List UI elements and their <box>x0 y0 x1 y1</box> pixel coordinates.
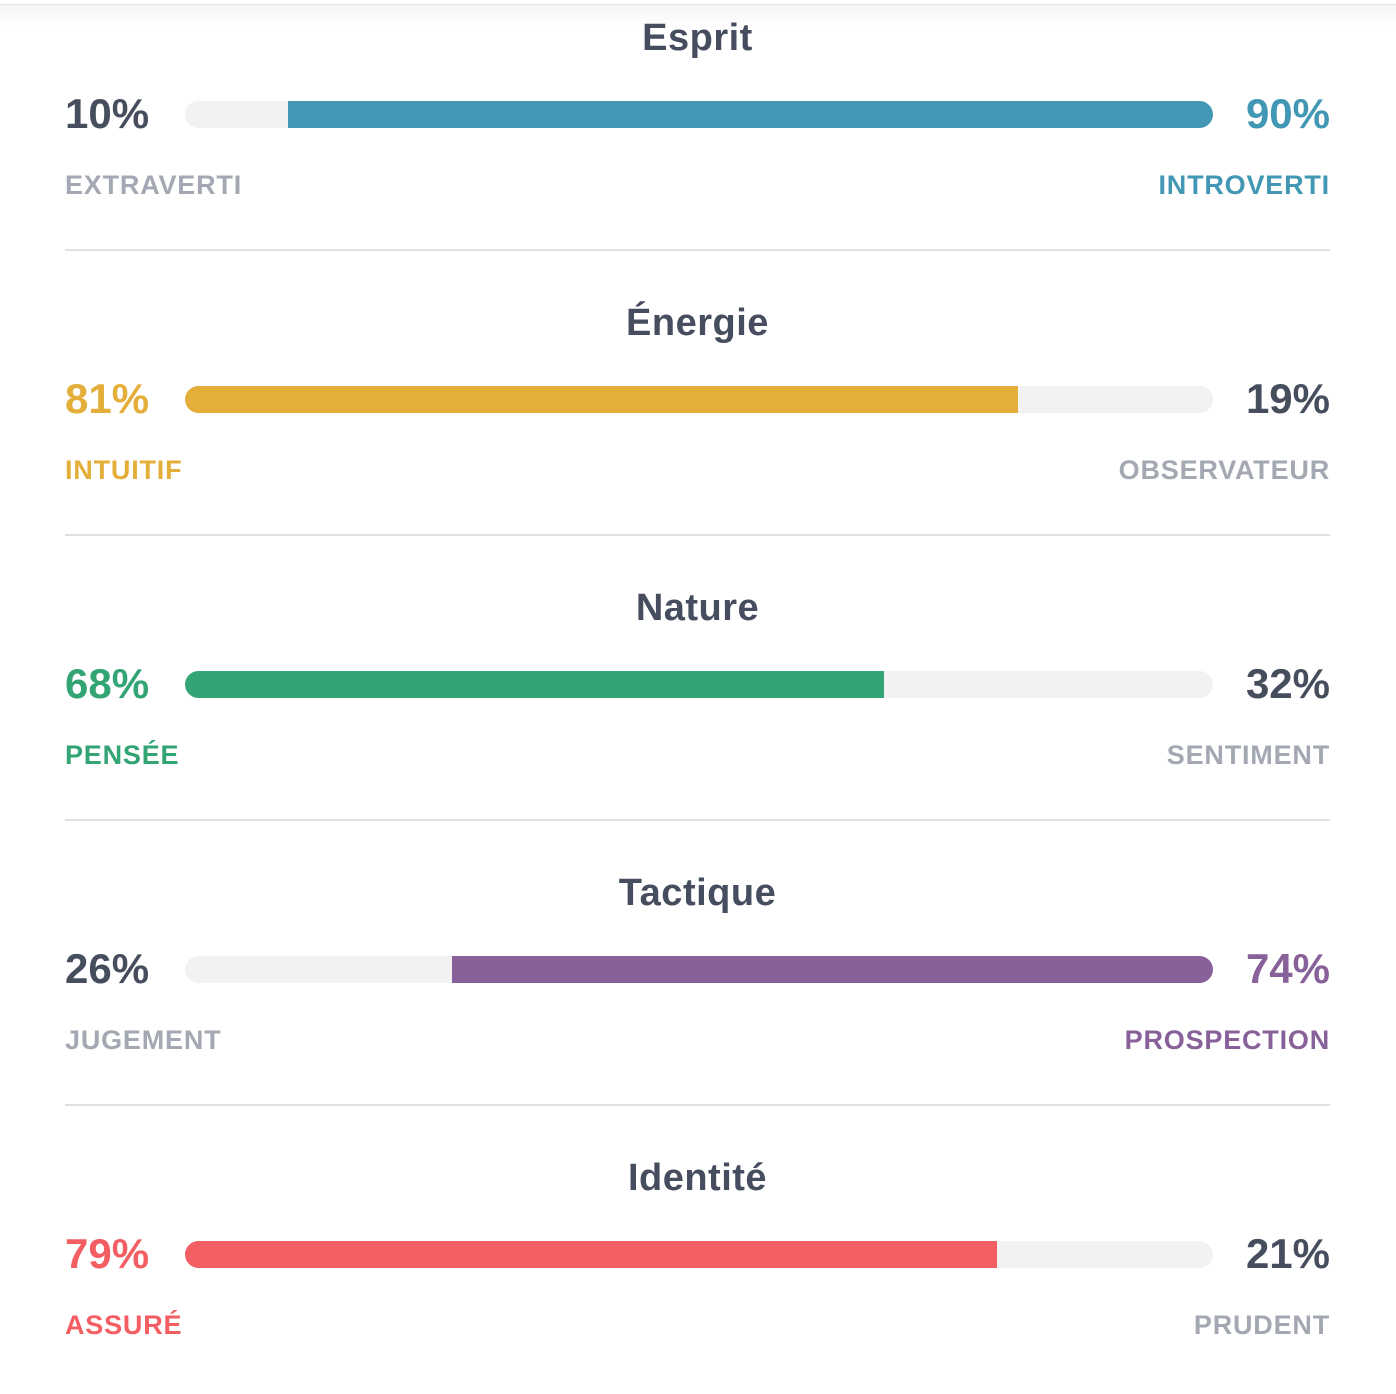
trait-bar-row: 26% 74% <box>65 945 1330 992</box>
section-divider <box>65 534 1330 536</box>
section-divider <box>65 819 1330 821</box>
trait-title: Tactique <box>618 872 777 914</box>
trait-bar-row: 81% 19% <box>65 375 1330 422</box>
right-percent-value: 21% <box>1245 1230 1330 1277</box>
trait-title: Nature <box>635 587 760 629</box>
left-percent-value: 10% <box>65 90 150 137</box>
right-trait-label: OBSERVATEUR <box>1118 455 1330 485</box>
trait-title: Énergie <box>626 302 769 344</box>
right-trait-label: SENTIMENT <box>1166 740 1330 770</box>
right-percent-value: 19% <box>1245 375 1330 422</box>
right-percent-value: 74% <box>1245 945 1330 992</box>
left-percent-value: 68% <box>65 660 150 707</box>
right-trait-label: PRUDENT <box>1193 1310 1330 1340</box>
trait-section-identite: Identité 79% 21% ASSURÉ PRUDENT <box>65 1106 1330 1340</box>
left-trait-label: JUGEMENT <box>65 1025 222 1055</box>
left-percent-value: 79% <box>65 1230 150 1277</box>
personality-traits-panel: Esprit 10% 90% EXTRAVERTI INTROVERTI Éne… <box>65 0 1330 1340</box>
trait-bar-fill <box>185 670 885 698</box>
trait-title: Identité <box>627 1157 768 1199</box>
left-trait-label: ASSURÉ <box>65 1310 183 1340</box>
trait-bar-track <box>185 955 1213 983</box>
trait-labels-row: PENSÉE SENTIMENT <box>65 740 1330 770</box>
right-trait-label: PROSPECTION <box>1124 1025 1330 1055</box>
trait-section-nature: Nature 68% 32% PENSÉE SENTIMENT <box>65 536 1330 821</box>
section-divider <box>65 249 1330 251</box>
trait-section-tactique: Tactique 26% 74% JUGEMENT PROSPECTION <box>65 821 1330 1106</box>
right-percent-value: 32% <box>1245 660 1330 707</box>
left-trait-label: PENSÉE <box>65 740 180 770</box>
trait-labels-row: INTUITIF OBSERVATEUR <box>65 455 1330 485</box>
left-percent-value: 26% <box>65 945 150 992</box>
trait-labels-row: ASSURÉ PRUDENT <box>65 1310 1330 1340</box>
trait-bar-fill <box>185 1240 998 1268</box>
trait-bar-row: 10% 90% <box>65 90 1330 137</box>
trait-labels-row: JUGEMENT PROSPECTION <box>65 1025 1330 1055</box>
trait-bar-track <box>185 670 1213 698</box>
trait-bar-track <box>185 385 1213 413</box>
trait-bar-fill <box>452 955 1213 983</box>
trait-bar-track <box>185 1240 1213 1268</box>
left-trait-label: INTUITIF <box>65 455 183 485</box>
trait-bar-row: 79% 21% <box>65 1230 1330 1277</box>
right-percent-value: 90% <box>1245 90 1330 137</box>
trait-section-esprit: Esprit 10% 90% EXTRAVERTI INTROVERTI <box>65 0 1330 251</box>
trait-section-energie: Énergie 81% 19% INTUITIF OBSERVATEUR <box>65 251 1330 536</box>
section-divider <box>65 1104 1330 1106</box>
trait-bar-track <box>185 100 1213 128</box>
left-trait-label: EXTRAVERTI <box>65 170 243 200</box>
left-percent-value: 81% <box>65 375 150 422</box>
right-trait-label: INTROVERTI <box>1158 170 1330 200</box>
trait-title: Esprit <box>642 17 753 59</box>
trait-bar-fill <box>287 100 1213 128</box>
trait-bar-fill <box>185 385 1018 413</box>
trait-bar-row: 68% 32% <box>65 660 1330 707</box>
trait-labels-row: EXTRAVERTI INTROVERTI <box>65 170 1330 200</box>
